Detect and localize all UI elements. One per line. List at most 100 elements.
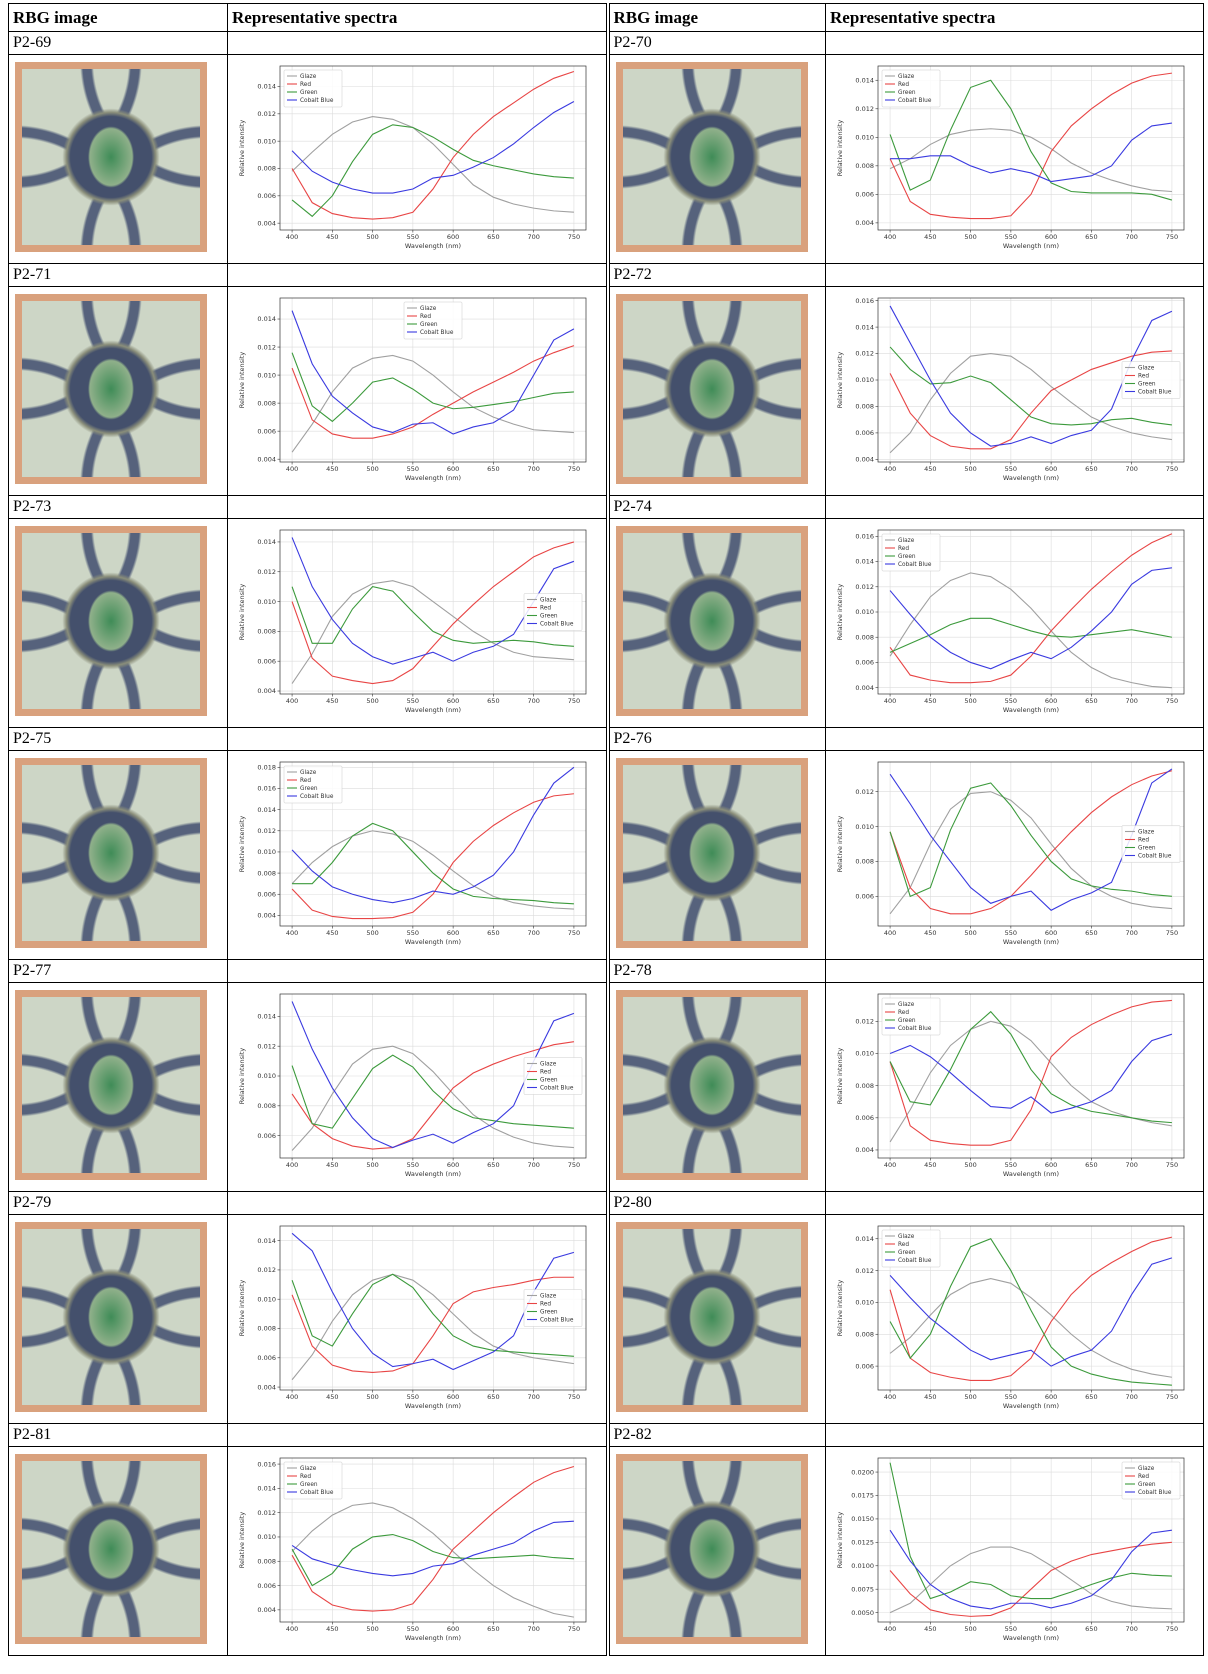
series-line <box>889 572 1172 689</box>
x-tick-label: 550 <box>407 929 419 937</box>
tile-image <box>15 1454 207 1644</box>
x-tick-label: 650 <box>1085 1625 1097 1633</box>
x-tick-label: 600 <box>447 233 459 241</box>
x-tick-label: 650 <box>487 697 499 705</box>
x-tick-label: 550 <box>407 233 419 241</box>
x-tick-label: 500 <box>964 1625 976 1633</box>
empty-cell <box>825 31 1204 55</box>
series-line <box>889 1033 1173 1114</box>
series-line <box>889 1277 1173 1378</box>
x-axis-label: Wavelength (nm) <box>1003 1402 1059 1410</box>
x-tick-label: 550 <box>407 1161 419 1169</box>
y-tick-label: 0.006 <box>257 1354 276 1362</box>
x-tick-label: 500 <box>964 929 976 937</box>
plot-frame <box>279 1225 587 1391</box>
x-tick-label: 700 <box>1125 1393 1137 1401</box>
series-line <box>291 793 574 920</box>
tile-image <box>15 526 207 716</box>
plot-frame <box>279 529 587 695</box>
series-line <box>889 72 1172 220</box>
y-axis-label: Relative intensity <box>836 1280 844 1337</box>
empty-cell <box>227 31 608 55</box>
x-tick-label: 450 <box>924 1393 936 1401</box>
series-line <box>889 1238 1172 1386</box>
y-axis-label: Relative intensity <box>836 1048 844 1105</box>
tile-image <box>15 990 207 1180</box>
legend-label: Glaze <box>898 1234 915 1240</box>
y-tick-label: 0.012 <box>257 110 276 118</box>
image-cell <box>605 982 826 1192</box>
series-line <box>889 79 1173 201</box>
y-tick-label: 0.012 <box>855 1267 874 1275</box>
y-tick-label: 0.0075 <box>851 1585 874 1593</box>
y-tick-label: 0.012 <box>855 1018 874 1026</box>
y-tick-label: 0.006 <box>257 1582 276 1590</box>
y-tick-label: 0.0125 <box>851 1539 874 1547</box>
legend-label: Cobalt Blue <box>898 1258 932 1264</box>
x-tick-label: 400 <box>286 465 298 473</box>
x-tick-label: 500 <box>366 1393 378 1401</box>
series-line <box>889 567 1172 670</box>
legend-label: Glaze <box>300 74 317 80</box>
y-tick-label: 0.008 <box>855 1330 874 1338</box>
x-tick-label: 700 <box>527 233 539 241</box>
x-tick-label: 400 <box>286 1161 298 1169</box>
tile-image <box>15 758 207 948</box>
series-line <box>291 101 575 194</box>
x-tick-label: 700 <box>527 929 539 937</box>
series-line <box>889 128 1172 193</box>
legend: Glaze Red Green Cobalt Blue <box>283 1461 343 1500</box>
x-tick-label: 450 <box>326 697 338 705</box>
x-tick-label: 600 <box>1045 1625 1057 1633</box>
spectra-chart: 400 450 500 550 600 650 700 750 0.004 0.006 0.008 0… <box>836 65 1185 250</box>
content-row: 400 450 500 550 600 650 700 750 0.004 0.006 0.008 0… <box>8 750 1204 960</box>
y-tick-label: 0.014 <box>855 323 874 331</box>
empty-cell <box>825 1423 1204 1447</box>
legend-box <box>403 301 463 340</box>
image-cell <box>8 982 228 1192</box>
spectra-chart: 400 450 500 550 600 650 700 750 0.004 0.006 0.008 0… <box>238 529 587 714</box>
header-cell: Representative spectra <box>227 3 608 32</box>
x-axis-label: Wavelength (nm) <box>1003 1170 1059 1178</box>
sample-label: P2-82 <box>605 1423 826 1447</box>
series-line <box>889 617 1173 653</box>
x-tick-label: 400 <box>884 697 896 705</box>
content-row: 400 450 500 550 600 650 700 750 0.004 0.006 0.008 0… <box>8 54 1204 264</box>
series-line <box>889 1529 1172 1610</box>
spectra-chart: 400 450 500 550 600 650 700 750 0.006 0.008 0.010 0… <box>836 1225 1185 1410</box>
series-line <box>291 1533 574 1587</box>
y-tick-label: 0.006 <box>855 429 874 437</box>
y-tick-label: 0.014 <box>257 83 276 91</box>
legend-label: Cobalt Blue <box>300 98 334 104</box>
y-tick-label: 0.018 <box>257 763 276 771</box>
series-line <box>889 1462 1172 1600</box>
x-tick-label: 700 <box>1125 233 1137 241</box>
x-tick-label: 700 <box>527 697 539 705</box>
series-line <box>890 122 1172 183</box>
x-tick-label: 400 <box>884 1161 896 1169</box>
x-tick-label: 550 <box>1005 1393 1017 1401</box>
y-tick-label: 0.006 <box>257 1132 276 1140</box>
y-tick-label: 0.008 <box>257 1557 276 1565</box>
x-tick-label: 550 <box>407 697 419 705</box>
x-tick-label: 450 <box>924 233 936 241</box>
spectra-chart: 400 450 500 550 600 650 700 750 0.004 0.006 0.008 0… <box>238 761 587 946</box>
y-tick-label: 0.006 <box>257 192 276 200</box>
x-tick-label: 550 <box>1005 1161 1017 1169</box>
header-cell: Representative spectra <box>825 3 1204 32</box>
y-tick-label: 0.004 <box>855 456 874 464</box>
legend-label: Cobalt Blue <box>898 98 932 104</box>
legend-label: Glaze <box>540 1294 557 1300</box>
plot-frame <box>877 1225 1185 1391</box>
y-axis-label: Relative intensity <box>238 120 246 177</box>
y-tick-label: 0.012 <box>257 1042 276 1050</box>
content-row: 400 450 500 550 600 650 700 750 0.006 0.008 0.010 0… <box>8 982 1204 1192</box>
empty-cell <box>825 1191 1204 1215</box>
x-tick-label: 750 <box>568 1625 580 1633</box>
y-tick-label: 0.008 <box>257 1102 276 1110</box>
sample-label: P2-70 <box>605 31 826 55</box>
series-line <box>889 770 1173 915</box>
image-cell <box>8 750 228 960</box>
legend-label: Red <box>300 82 311 88</box>
x-tick-label: 700 <box>527 1393 539 1401</box>
